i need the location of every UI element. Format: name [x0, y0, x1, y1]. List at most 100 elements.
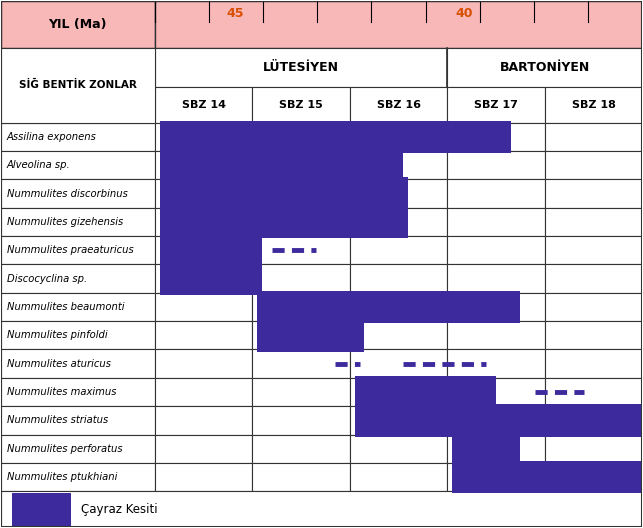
- Bar: [1, 1, 155, 48]
- Bar: [350, 463, 448, 491]
- Bar: [155, 208, 252, 236]
- Bar: [1, 151, 155, 180]
- Bar: [252, 293, 350, 321]
- Text: Discocyclina sp.: Discocyclina sp.: [6, 274, 87, 284]
- Text: Nummulites aturicus: Nummulites aturicus: [6, 359, 111, 369]
- Bar: [1, 48, 155, 122]
- Text: 45: 45: [226, 7, 244, 21]
- Bar: [252, 122, 350, 151]
- Bar: [252, 435, 350, 463]
- Bar: [545, 236, 642, 265]
- Bar: [159, 177, 408, 210]
- Bar: [1, 491, 642, 527]
- Bar: [545, 265, 642, 293]
- Bar: [448, 463, 545, 491]
- Bar: [448, 350, 545, 378]
- Bar: [545, 208, 642, 236]
- Bar: [257, 319, 365, 352]
- Bar: [350, 180, 448, 208]
- Bar: [448, 293, 545, 321]
- Bar: [155, 265, 252, 293]
- Bar: [448, 208, 545, 236]
- Bar: [155, 378, 252, 406]
- Bar: [350, 378, 448, 406]
- Bar: [155, 151, 252, 180]
- Bar: [252, 406, 350, 435]
- Bar: [159, 149, 403, 182]
- Text: 40: 40: [456, 7, 473, 21]
- Bar: [12, 493, 71, 525]
- Bar: [155, 435, 252, 463]
- Bar: [355, 404, 642, 437]
- Text: SBZ 16: SBZ 16: [377, 100, 421, 110]
- Bar: [159, 262, 262, 295]
- Text: Nummulites maximus: Nummulites maximus: [6, 387, 116, 397]
- Bar: [155, 122, 252, 151]
- Text: SİĞ BENTİK ZONLAR: SİĞ BENTİK ZONLAR: [19, 80, 137, 90]
- Text: Nummulites perforatus: Nummulites perforatus: [6, 444, 122, 454]
- Bar: [155, 463, 252, 491]
- Text: Nummulites pinfoldi: Nummulites pinfoldi: [6, 331, 107, 341]
- Bar: [448, 122, 545, 151]
- Bar: [545, 350, 642, 378]
- Bar: [448, 236, 545, 265]
- Bar: [252, 151, 350, 180]
- Bar: [1, 293, 155, 321]
- Bar: [452, 461, 642, 493]
- Bar: [545, 180, 642, 208]
- Text: Nummulites discorbinus: Nummulites discorbinus: [6, 188, 127, 199]
- Bar: [155, 350, 252, 378]
- Bar: [448, 87, 545, 122]
- Bar: [252, 321, 350, 350]
- Bar: [1, 265, 155, 293]
- Bar: [252, 350, 350, 378]
- Text: Nummulites praeaturicus: Nummulites praeaturicus: [6, 245, 133, 255]
- Text: Nummulites beaumonti: Nummulites beaumonti: [6, 302, 124, 312]
- Bar: [1, 321, 155, 350]
- Bar: [545, 435, 642, 463]
- Bar: [252, 208, 350, 236]
- Bar: [252, 87, 350, 122]
- Bar: [155, 48, 448, 87]
- Bar: [448, 151, 545, 180]
- Bar: [545, 463, 642, 491]
- Bar: [155, 236, 252, 265]
- Bar: [1, 180, 155, 208]
- Bar: [1, 236, 155, 265]
- Bar: [448, 435, 545, 463]
- Bar: [452, 432, 520, 465]
- Bar: [159, 120, 511, 153]
- Bar: [350, 265, 448, 293]
- Bar: [350, 208, 448, 236]
- Bar: [448, 180, 545, 208]
- Text: Assilina exponens: Assilina exponens: [6, 132, 96, 142]
- Bar: [350, 293, 448, 321]
- Text: SBZ 14: SBZ 14: [181, 100, 226, 110]
- Bar: [1, 122, 155, 151]
- Text: Nummulites ptukhiani: Nummulites ptukhiani: [6, 472, 117, 482]
- Bar: [1, 378, 155, 406]
- Bar: [350, 87, 448, 122]
- Bar: [252, 180, 350, 208]
- Text: LÜTESİYEN: LÜTESİYEN: [263, 61, 339, 74]
- Bar: [350, 435, 448, 463]
- Text: SBZ 15: SBZ 15: [279, 100, 323, 110]
- Bar: [448, 321, 545, 350]
- Bar: [252, 236, 350, 265]
- Text: SBZ 18: SBZ 18: [572, 100, 615, 110]
- Bar: [350, 122, 448, 151]
- Bar: [350, 236, 448, 265]
- Bar: [545, 87, 642, 122]
- Bar: [252, 463, 350, 491]
- Bar: [257, 290, 520, 323]
- Bar: [159, 234, 262, 267]
- Bar: [448, 265, 545, 293]
- Bar: [155, 406, 252, 435]
- Text: Nummulites striatus: Nummulites striatus: [6, 416, 108, 426]
- Bar: [155, 180, 252, 208]
- Bar: [355, 376, 496, 408]
- Bar: [159, 205, 408, 238]
- Bar: [155, 87, 252, 122]
- Bar: [545, 321, 642, 350]
- Bar: [155, 1, 642, 48]
